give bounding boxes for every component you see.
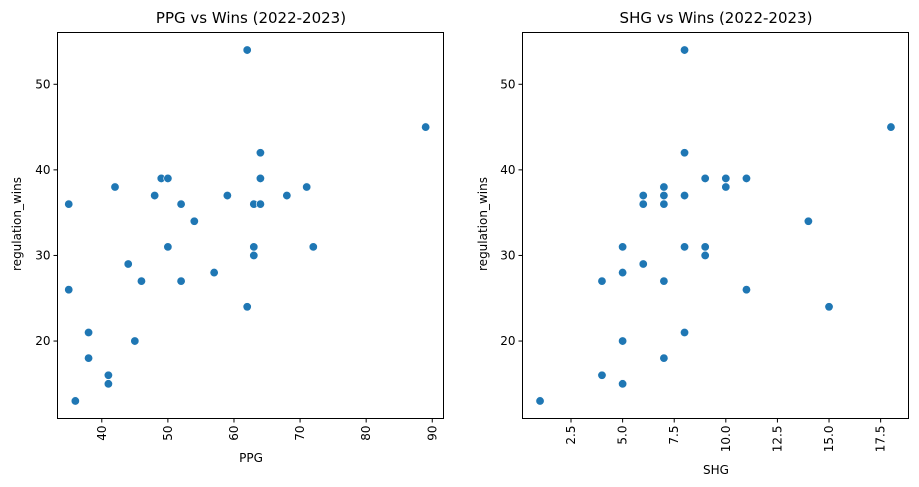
x-tick-label: 7.5 (667, 426, 681, 445)
scatter-point (123, 259, 133, 269)
y-tick-label: 20 (35, 334, 50, 348)
scatter-point (64, 285, 74, 295)
data-points (535, 45, 896, 406)
scatter-point (700, 173, 710, 183)
scatter-point (721, 182, 731, 192)
plot-frame (57, 32, 444, 419)
y-tick-label: 40 (500, 163, 515, 177)
scatter-point (659, 353, 669, 363)
y-tick-label: 50 (35, 77, 50, 91)
x-tick-label: 60 (227, 426, 241, 441)
x-tick-label: 50 (161, 426, 175, 441)
scatter-point (249, 250, 259, 260)
scatter-point (84, 353, 94, 363)
scatter-point (803, 216, 813, 226)
scatter-point (680, 191, 690, 201)
scatter-point (249, 242, 259, 252)
scatter-point (103, 379, 113, 389)
axis-ticks: 40 50 60 70 80 90 20 30 40 50 (35, 77, 439, 441)
chart-title: PPG vs Wins (2022-2023) (156, 9, 346, 27)
scatter-point (150, 191, 160, 201)
scatter-point (242, 302, 252, 312)
scatter-point (421, 122, 431, 132)
scatter-point (176, 276, 186, 286)
scatter-point (282, 191, 292, 201)
scatter-point (741, 285, 751, 295)
scatter-point (680, 148, 690, 158)
chart-title: SHG vs Wins (2022-2023) (620, 9, 813, 27)
x-tick-label: 2.5 (564, 426, 578, 445)
scatter-point (659, 182, 669, 192)
x-tick-label: 70 (293, 426, 307, 441)
scatter-point (163, 242, 173, 252)
scatter-point (721, 173, 731, 183)
scatter-point (222, 191, 232, 201)
scatter-point (886, 122, 896, 132)
scatter-point (535, 396, 545, 406)
y-tick-label: 40 (35, 163, 50, 177)
scatter-point (70, 396, 80, 406)
x-tick-label: 40 (95, 426, 109, 441)
chart-shg-vs-wins: SHG vs Wins (2022-2023) SHG regulation_w… (476, 9, 909, 477)
scatter-point (638, 259, 648, 269)
scatter-point (659, 199, 669, 209)
scatter-point (741, 173, 751, 183)
chart-ppg-vs-wins: PPG vs Wins (2022-2023) PPG regulation_w… (10, 9, 444, 465)
scatter-point (176, 199, 186, 209)
scatter-point (308, 242, 318, 252)
scatter-point (163, 173, 173, 183)
x-tick-label: 5.0 (616, 426, 630, 445)
scatter-point (255, 199, 265, 209)
scatter-point (618, 268, 628, 278)
x-tick-label: 15.0 (822, 426, 836, 453)
scatter-point (136, 276, 146, 286)
data-points (64, 45, 431, 406)
y-tick-label: 30 (500, 248, 515, 262)
x-tick-label: 80 (359, 426, 373, 441)
y-tick-label: 20 (500, 334, 515, 348)
scatter-point (824, 302, 834, 312)
scatter-point (64, 199, 74, 209)
scatter-point (680, 242, 690, 252)
scatter-point (209, 268, 219, 278)
scatter-point (597, 370, 607, 380)
x-tick-label: 17.5 (874, 426, 888, 453)
scatter-point (255, 148, 265, 158)
scatter-point (302, 182, 312, 192)
scatter-point (700, 250, 710, 260)
scatter-point (638, 199, 648, 209)
scatter-point (680, 327, 690, 337)
scatter-point (110, 182, 120, 192)
y-axis-label: regulation_wins (10, 177, 24, 271)
scatter-point (680, 45, 690, 55)
scatter-point (659, 191, 669, 201)
scatter-point (638, 191, 648, 201)
scatter-point (597, 276, 607, 286)
scatter-point (103, 370, 113, 380)
scatter-point (618, 242, 628, 252)
y-axis-label: regulation_wins (476, 177, 490, 271)
scatter-point (700, 242, 710, 252)
scatter-point (242, 45, 252, 55)
y-tick-label: 30 (35, 248, 50, 262)
scatter-point (659, 276, 669, 286)
x-axis-label: PPG (239, 451, 263, 465)
plot-frame (522, 32, 909, 419)
scatter-point (255, 173, 265, 183)
axis-ticks: 2.5 5.0 7.5 10.0 12.5 15.0 17.5 20 30 40 50 (500, 77, 887, 452)
x-tick-label: 90 (425, 426, 439, 441)
scatter-point (130, 336, 140, 346)
x-tick-label: 12.5 (770, 426, 784, 453)
scatter-point (84, 327, 94, 337)
y-tick-label: 50 (500, 77, 515, 91)
scatter-point (618, 379, 628, 389)
x-axis-label: SHG (703, 463, 729, 477)
scatter-point (189, 216, 199, 226)
scatter-point (618, 336, 628, 346)
x-tick-label: 10.0 (719, 426, 733, 453)
